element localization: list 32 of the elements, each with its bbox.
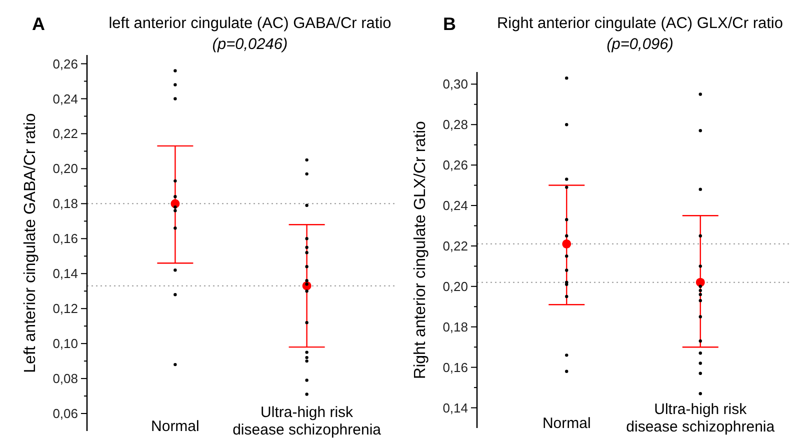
y-tick-label: 0,20 [52,161,78,176]
y-tick-label: 0,14 [52,266,78,282]
x-tick-label: Normal [542,415,591,432]
x-tick-label: Ultra-high risk disease schizophrenia [626,401,776,436]
y-tick-label: 0,22 [442,238,468,254]
y-tick-label: 0,24 [442,198,468,214]
x-tick-label: Ultra-high risk disease schizophrenia [232,404,382,438]
chart-title: Right anterior cingulate (AC) GLX/Cr ratio [496,15,784,32]
y-tick-label: 0,10 [52,336,78,352]
y-tick-label: 0,24 [52,91,78,106]
y-axis-title: Right anterior cingulate GLX/Cr ratio [412,120,429,379]
y-tick-label: 0,06 [52,406,78,422]
y-tick-label: 0,20 [442,278,468,294]
chart-subtitle: (p=0,096) [606,36,674,53]
y-tick-label: 0,12 [52,301,78,316]
y-tick-label: 0,18 [52,196,78,212]
y-tick-label: 0,18 [442,319,468,334]
y-tick-label: 0,22 [52,126,78,142]
y-tick-label: 0,28 [442,117,468,132]
y-tick-label: 0,16 [442,360,468,375]
chart-subtitle: (p=0,0246) [212,36,288,53]
text: B [443,14,456,34]
y-axis-title: Left anterior cingulate GABA/Cr ratio [22,113,39,373]
text: A [32,14,45,34]
y-tick-label: 0,30 [442,76,468,92]
chart-title: left anterior cingulate (AC) GABA/Cr ratio [108,15,392,32]
y-tick-label: 0,26 [52,56,78,72]
y-tick-label: 0,16 [52,231,78,246]
x-tick-label: Normal [151,418,200,435]
y-tick-label: 0,08 [52,371,78,386]
y-tick-label: 0,26 [442,158,468,173]
y-tick-label: 0,14 [442,400,468,416]
